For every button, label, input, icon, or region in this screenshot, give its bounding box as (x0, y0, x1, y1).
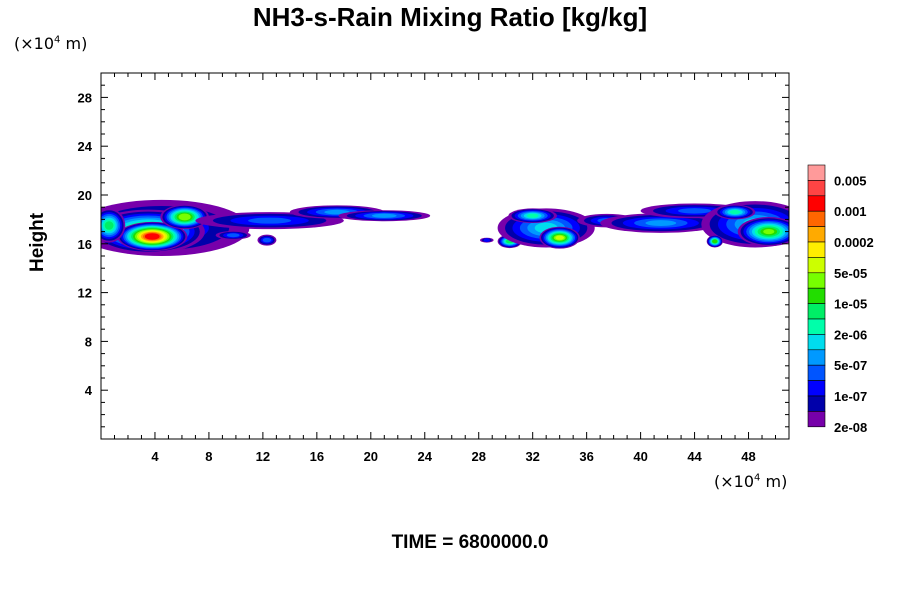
contour-band (178, 213, 191, 221)
legend-label: 2e-08 (834, 420, 867, 435)
legend-label: 0.001 (834, 204, 867, 219)
x-unit-exp: 4 (754, 472, 761, 484)
legend-swatch (807, 349, 826, 366)
legend-label: 1e-05 (834, 297, 867, 312)
legend-swatch (807, 411, 826, 428)
x-unit-base: (×10 (714, 472, 755, 491)
x-tick-label: 12 (256, 449, 270, 464)
legend-swatch (807, 318, 826, 335)
plot-frame (100, 72, 790, 440)
contour-band (226, 233, 240, 238)
legend-swatch (807, 257, 826, 274)
y-unit-base: (×10 (14, 34, 55, 53)
y-tick-label: 4 (85, 383, 93, 398)
legend-label: 0.005 (834, 173, 867, 188)
contour-band (104, 221, 114, 230)
legend-swatch (807, 164, 826, 181)
x-tick-label: 36 (579, 449, 593, 464)
x-tick-label: 32 (525, 449, 539, 464)
contour-band (526, 213, 539, 218)
y-unit-label: (×104 m) (14, 34, 87, 53)
legend-label: 1e-07 (834, 389, 867, 404)
contour-band (763, 229, 775, 235)
time-label: TIME = 6800000.0 (391, 532, 549, 553)
contour-field (101, 199, 789, 256)
x-tick-label: 40 (633, 449, 647, 464)
legend-label: 0.0002 (834, 235, 874, 250)
legend-swatch (807, 210, 826, 227)
x-axis: 4 8 12 16 20 24 28 32 36 40 44 48 (113, 73, 777, 464)
y-unit-exp: 4 (54, 34, 61, 46)
contour-band (712, 239, 718, 244)
legend-swatch (807, 272, 826, 289)
x-unit-label: (×104 m) (714, 472, 787, 491)
x-tick-label: 16 (310, 449, 324, 464)
y-unit-suffix: m) (60, 34, 88, 53)
contour-band (324, 209, 350, 215)
y-tick-label: 28 (78, 90, 92, 105)
legend-swatch (807, 241, 826, 258)
contour-band (678, 208, 712, 214)
y-tick-label: 16 (78, 237, 92, 252)
legend-swatch (807, 226, 826, 243)
y-tick-label: 8 (85, 334, 92, 349)
contour-band (645, 220, 677, 226)
legend-swatch (807, 334, 826, 351)
x-tick-label: 28 (471, 449, 485, 464)
contour-band (555, 235, 564, 240)
x-unit-suffix: m) (760, 472, 788, 491)
legend-swatch (807, 395, 826, 412)
y-tick-label: 24 (78, 139, 93, 154)
x-tick-label: 24 (418, 449, 433, 464)
x-tick-label: 4 (151, 449, 159, 464)
x-tick-label: 48 (741, 449, 755, 464)
legend-swatch (807, 303, 826, 320)
x-tick-label: 44 (687, 449, 702, 464)
contour-band (262, 237, 272, 243)
y-axis: 4 8 12 16 20 24 28 (78, 84, 789, 428)
legend-swatch (807, 180, 826, 197)
contour-band (729, 209, 741, 215)
legend-label: 5e-05 (834, 266, 867, 281)
legend-label: 2e-06 (834, 327, 867, 342)
contour-band (371, 213, 397, 218)
contour-band (483, 238, 490, 242)
contour-band (144, 233, 160, 240)
color-legend: 0.005 0.001 0.0002 5e-05 1e-05 2e-06 5e-07 1e-0… (807, 164, 874, 435)
legend-swatch (807, 380, 826, 397)
x-tick-label: 8 (205, 449, 212, 464)
legend-swatch (807, 287, 826, 304)
legend-label: 5e-07 (834, 358, 867, 373)
legend-swatch (807, 195, 826, 212)
y-tick-label: 20 (78, 188, 92, 203)
y-tick-label: 12 (78, 286, 92, 301)
chart-title: NH3-s-Rain Mixing Ratio [kg/kg] (252, 2, 648, 32)
x-tick-label: 20 (364, 449, 378, 464)
legend-swatch (807, 364, 826, 381)
contour-band (248, 217, 292, 224)
